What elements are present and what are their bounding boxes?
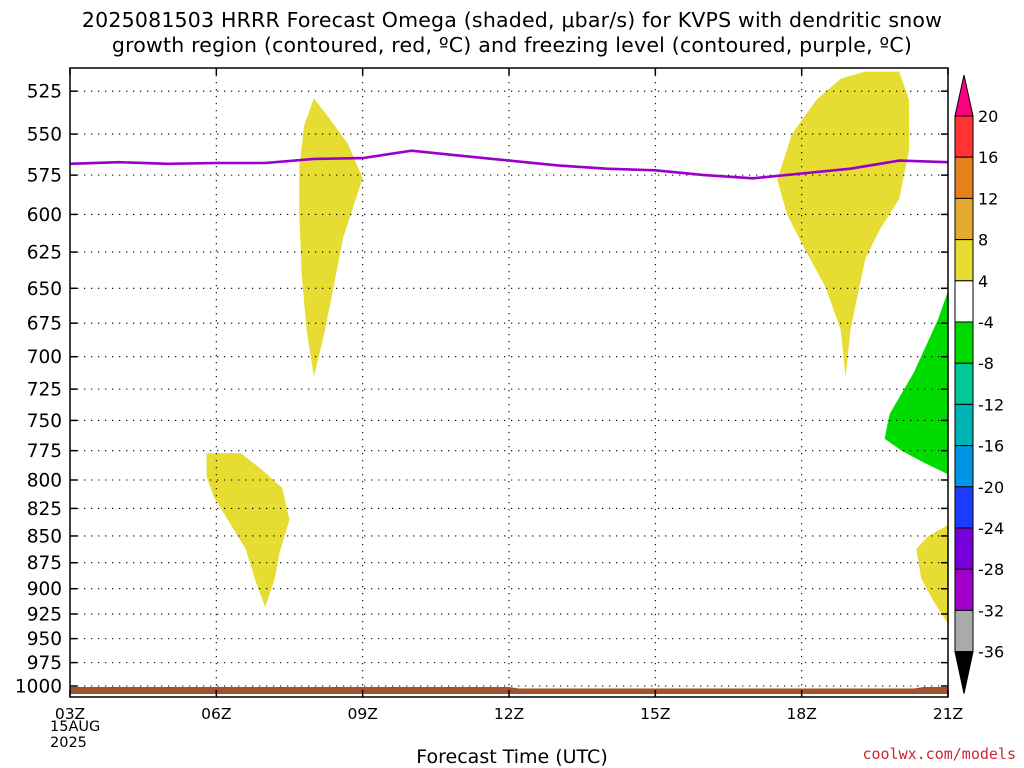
- colorbar-level-label: 12: [978, 189, 998, 208]
- colorbar-band-10: [954, 527, 974, 570]
- colorbar-level-label: 20: [978, 107, 998, 126]
- y-axis-ticks: 525 550 575 600 625 650 675 700 725 750 775 800 825 8…: [15, 82, 948, 697]
- chart-title-line1: 2025081503 HRRR Forecast Omega (shaded, …: [81, 8, 943, 32]
- x-tick-label: 18Z: [786, 705, 816, 723]
- y-tick-label: 625: [27, 243, 62, 264]
- colorbar: 20 16 12 8 4 -4 -8 -12 -16 -20 -24 -28 -32 -36: [954, 74, 1004, 694]
- x-axis-ticks: 03Z 06Z 09Z 12Z 15Z 18Z 21Z: [55, 68, 963, 723]
- y-tick-label: 600: [27, 205, 62, 226]
- x-date-year: 2025: [50, 735, 87, 751]
- colorbar-level-label: -32: [978, 601, 1004, 620]
- colorbar-level-label: -12: [978, 395, 1004, 414]
- colorbar-band-8: [954, 445, 974, 488]
- colorbar-band-6: [954, 362, 974, 405]
- y-tick-label: 525: [27, 82, 62, 103]
- y-tick-label: 900: [27, 579, 62, 600]
- shaded-region-0: [299, 98, 363, 377]
- x-tick-label: 21Z: [933, 705, 963, 723]
- colorbar-band-11: [954, 568, 974, 611]
- colorbar-level-label: -36: [978, 643, 1004, 662]
- colorbar-level-label: 16: [978, 148, 998, 167]
- omega-shaded-regions: [206, 71, 948, 624]
- y-tick-label: 800: [27, 470, 62, 491]
- x-axis-label: Forecast Time (UTC): [416, 746, 608, 768]
- y-tick-label: 575: [27, 166, 62, 187]
- colorbar-level-label: -16: [978, 437, 1004, 456]
- colorbar-level-label: -24: [978, 519, 1004, 538]
- colorbar-level-label: 8: [978, 231, 988, 250]
- x-tick-label: 06Z: [201, 705, 231, 723]
- colorbar-band-3: [954, 239, 974, 282]
- y-tick-label: 925: [27, 605, 62, 626]
- y-tick-label: 650: [27, 279, 62, 300]
- y-tick-label: 725: [27, 380, 62, 401]
- shaded-region-2: [206, 453, 290, 607]
- colorbar-band-0: [954, 115, 974, 158]
- credit-link[interactable]: coolwx.com/models: [862, 745, 1016, 763]
- y-tick-label: 675: [27, 314, 62, 335]
- colorbar-band-1: [954, 156, 974, 199]
- shaded-region-1: [777, 71, 909, 378]
- colorbar-band-2: [954, 197, 974, 241]
- x-tick-label: 12Z: [494, 705, 524, 723]
- x-tick-label: 09Z: [347, 705, 377, 723]
- y-tick-label: 975: [27, 653, 62, 674]
- y-tick-label: 700: [27, 347, 62, 368]
- colorbar-level-label: 4: [978, 272, 988, 291]
- colorbar-level-label: -28: [978, 560, 1004, 579]
- x-tick-label: 03Z: [55, 705, 85, 723]
- y-tick-label: 850: [27, 526, 62, 547]
- x-date-day: 15AUG: [50, 719, 101, 735]
- colorbar-band-4: [954, 280, 974, 323]
- y-tick-label: 750: [27, 411, 62, 432]
- colorbar-level-label: -4: [978, 313, 994, 332]
- x-tick-label: 15Z: [640, 705, 670, 723]
- colorbar-level-label: -8: [978, 354, 994, 373]
- y-tick-label: 950: [27, 629, 62, 650]
- colorbar-band-9: [954, 486, 974, 529]
- colorbar-band-5: [954, 321, 974, 364]
- colorbar-top-arrow: [954, 74, 974, 117]
- y-tick-label: 825: [27, 499, 62, 520]
- y-tick-label: 775: [27, 441, 62, 462]
- y-tick-label: 550: [27, 125, 62, 146]
- freezing-level-line: [69, 149, 949, 180]
- shaded-region-4: [884, 291, 948, 475]
- colorbar-bottom-arrow: [954, 651, 974, 694]
- shaded-region-3: [916, 525, 948, 624]
- colorbar-level-label: -20: [978, 478, 1004, 497]
- colorbar-band-7: [954, 403, 974, 447]
- y-tick-label: 1000: [15, 676, 62, 697]
- chart-title-line2: growth region (contoured, red, ºC) and f…: [111, 33, 913, 57]
- colorbar-band-12: [954, 609, 974, 653]
- y-tick-label: 875: [27, 553, 62, 574]
